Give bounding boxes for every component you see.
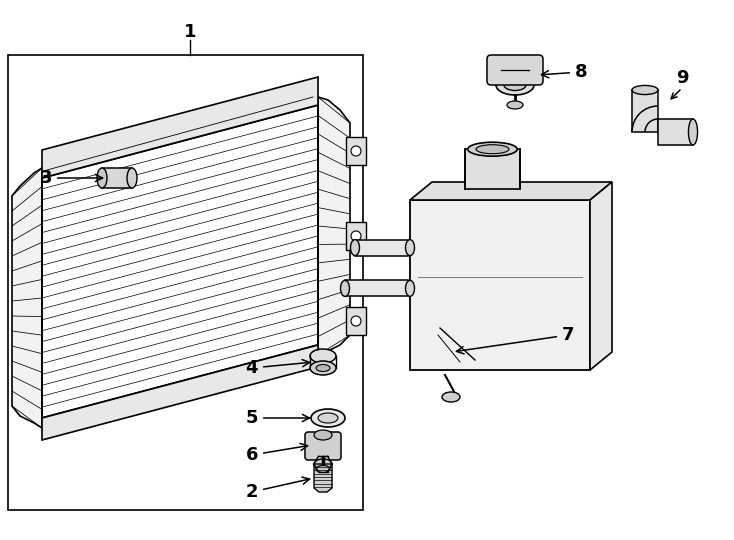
- Ellipse shape: [468, 142, 517, 156]
- Bar: [346, 307, 366, 335]
- Ellipse shape: [351, 146, 361, 156]
- FancyBboxPatch shape: [487, 55, 543, 85]
- Text: 6: 6: [245, 443, 308, 464]
- Text: 2: 2: [245, 477, 310, 501]
- Ellipse shape: [405, 240, 415, 255]
- Ellipse shape: [405, 280, 415, 296]
- Polygon shape: [410, 182, 612, 200]
- Ellipse shape: [341, 280, 349, 296]
- Text: 4: 4: [245, 359, 310, 377]
- Ellipse shape: [476, 145, 509, 154]
- Bar: [102, 168, 132, 188]
- Ellipse shape: [314, 430, 332, 440]
- Polygon shape: [314, 464, 332, 492]
- Polygon shape: [12, 168, 42, 428]
- Ellipse shape: [688, 119, 697, 145]
- Ellipse shape: [314, 459, 332, 469]
- Text: 5: 5: [245, 409, 310, 427]
- Ellipse shape: [97, 168, 107, 188]
- Ellipse shape: [311, 409, 345, 427]
- Bar: [632, 90, 658, 132]
- Polygon shape: [42, 105, 318, 418]
- Ellipse shape: [351, 316, 361, 326]
- Ellipse shape: [310, 361, 336, 375]
- Ellipse shape: [316, 465, 330, 472]
- FancyBboxPatch shape: [305, 432, 341, 460]
- Ellipse shape: [318, 413, 338, 423]
- Ellipse shape: [310, 349, 336, 363]
- Ellipse shape: [351, 240, 360, 255]
- Ellipse shape: [507, 101, 523, 109]
- Polygon shape: [42, 77, 318, 178]
- Polygon shape: [590, 182, 612, 370]
- Text: 9: 9: [676, 69, 688, 87]
- Bar: [465, 149, 520, 189]
- Text: 7: 7: [457, 326, 575, 354]
- Polygon shape: [410, 200, 590, 370]
- Bar: [346, 222, 366, 250]
- Text: 1: 1: [184, 23, 196, 41]
- Polygon shape: [318, 97, 350, 355]
- Text: 8: 8: [542, 63, 588, 81]
- Polygon shape: [42, 345, 318, 440]
- Bar: [355, 240, 410, 255]
- Ellipse shape: [632, 85, 658, 94]
- Text: 3: 3: [40, 169, 103, 187]
- Ellipse shape: [496, 75, 534, 95]
- Ellipse shape: [442, 392, 460, 402]
- Bar: [658, 119, 693, 145]
- Bar: [345, 280, 410, 296]
- Bar: [346, 137, 366, 165]
- Ellipse shape: [504, 79, 526, 91]
- Ellipse shape: [127, 168, 137, 188]
- Ellipse shape: [316, 364, 330, 372]
- Bar: [8, 55, 363, 510]
- Ellipse shape: [351, 231, 361, 241]
